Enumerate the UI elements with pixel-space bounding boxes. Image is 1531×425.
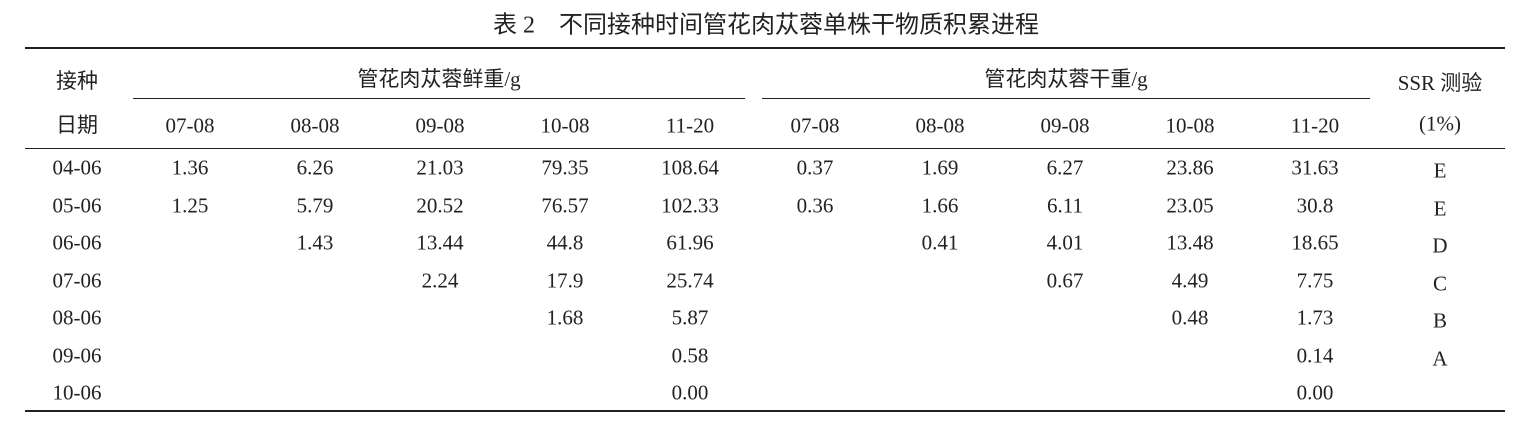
ssr-header: SSR 测验	[1397, 71, 1483, 95]
ssr-grade: B	[1432, 308, 1448, 333]
dry-weight: 23.05	[1166, 193, 1214, 217]
row-date: 07-06	[52, 268, 102, 292]
dry-weight: 4.01	[1046, 230, 1084, 255]
dry-weight: 0.37	[796, 155, 834, 180]
fresh-weight: 76.57	[541, 193, 589, 217]
fresh-weight: 61.96	[666, 230, 714, 255]
row-date: 09-06	[52, 343, 102, 367]
fresh-weight: 44.8	[546, 230, 584, 255]
group-rule	[762, 98, 1370, 99]
fresh-weight: 5.79	[296, 193, 334, 217]
fresh-weight: 0.58	[671, 343, 709, 367]
fresh-weight: 6.26	[296, 155, 334, 180]
dry-weight: 30.8	[1296, 193, 1334, 217]
fresh-weight: 1.43	[296, 230, 334, 255]
group-rule	[133, 98, 745, 99]
ssr-grade: C	[1432, 271, 1448, 295]
group-header: 管花肉苁蓉鲜重/g	[357, 67, 521, 91]
table-title: 表 2 不同接种时间管花肉苁蓉单株干物质积累进程	[493, 12, 1039, 39]
column-header: 11-20	[1290, 113, 1340, 138]
fresh-weight: 1.36	[171, 155, 209, 180]
fresh-weight: 79.35	[541, 155, 589, 180]
row-date: 10-06	[52, 380, 102, 405]
dry-weight: 4.49	[1171, 268, 1209, 292]
column-header: 09-08	[415, 113, 465, 138]
fresh-weight: 25.74	[666, 268, 714, 292]
group-header: 管花肉苁蓉干重/g	[984, 67, 1148, 91]
bottom-rule	[25, 410, 1505, 412]
column-header: 11-20	[665, 113, 715, 138]
column-header: 08-08	[290, 113, 340, 138]
fresh-weight: 2.24	[421, 268, 459, 292]
column-header: 08-08	[915, 113, 965, 138]
dry-weight: 0.41	[921, 230, 959, 255]
fresh-weight: 1.25	[171, 193, 209, 217]
column-header: 09-08	[1040, 113, 1090, 138]
dry-weight: 13.48	[1166, 230, 1214, 255]
column-header: 07-08	[165, 113, 215, 138]
dry-weight: 23.86	[1166, 155, 1214, 180]
fresh-weight: 13.44	[416, 230, 464, 255]
fresh-weight: 17.9	[546, 268, 584, 292]
dry-weight: 0.36	[796, 193, 834, 217]
column-header: 10-08	[540, 113, 590, 138]
row-date: 06-06	[52, 230, 102, 255]
fresh-weight: 1.68	[546, 305, 584, 330]
dry-weight: 31.63	[1291, 155, 1339, 180]
ssr-header: (1%)	[1419, 111, 1461, 136]
dry-weight: 0.48	[1171, 305, 1209, 330]
dry-weight: 6.11	[1047, 193, 1083, 217]
dry-weight: 1.73	[1296, 305, 1334, 330]
top-rule	[25, 47, 1505, 49]
ssr-grade: E	[1433, 196, 1447, 220]
fresh-weight: 108.64	[661, 155, 719, 180]
dry-weight: 0.67	[1046, 268, 1084, 292]
date-header: 接种	[56, 69, 98, 93]
fresh-weight: 102.33	[661, 193, 719, 217]
ssr-grade: D	[1432, 233, 1448, 258]
row-date: 08-06	[52, 305, 102, 330]
column-header: 07-08	[790, 113, 840, 138]
column-header: 10-08	[1165, 113, 1215, 138]
fresh-weight: 0.00	[671, 380, 709, 405]
row-date: 05-06	[52, 193, 102, 217]
header-rule	[25, 148, 1505, 149]
dry-weight: 0.00	[1296, 380, 1334, 405]
date-header: 日期	[56, 113, 98, 137]
ssr-grade: E	[1433, 158, 1447, 183]
dry-weight: 1.66	[921, 193, 959, 217]
dry-weight: 18.65	[1291, 230, 1339, 255]
dry-weight: 6.27	[1046, 155, 1084, 180]
fresh-weight: 20.52	[416, 193, 464, 217]
dry-weight: 0.14	[1296, 343, 1334, 367]
ssr-grade: A	[1432, 346, 1448, 370]
dry-weight: 1.69	[921, 155, 959, 180]
row-date: 04-06	[52, 155, 102, 180]
fresh-weight: 21.03	[416, 155, 464, 180]
fresh-weight: 5.87	[671, 305, 709, 330]
dry-weight: 7.75	[1296, 268, 1334, 292]
